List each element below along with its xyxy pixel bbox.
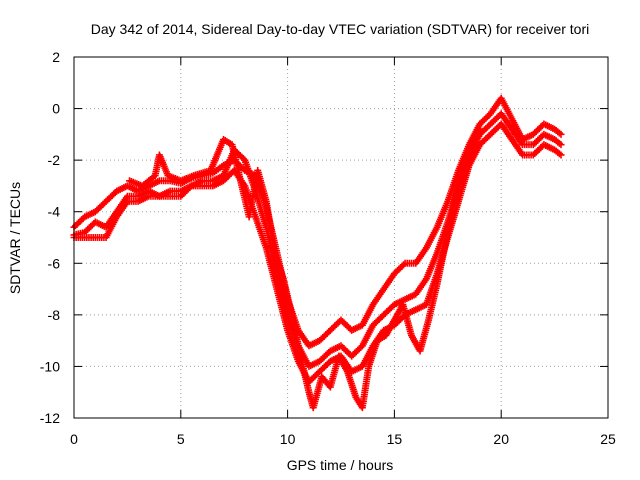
data-points (70, 94, 565, 412)
x-tick-label: 15 (387, 431, 403, 447)
data-point (557, 151, 565, 159)
data-point (186, 183, 194, 191)
series-3 (126, 125, 484, 412)
series-1 (70, 110, 565, 370)
y-tick-label: 2 (52, 49, 60, 65)
y-tick-label: -4 (48, 204, 61, 220)
data-point (239, 155, 247, 163)
y-tick-label: -12 (40, 410, 60, 426)
x-tick-label: 0 (70, 431, 78, 447)
data-point (476, 125, 484, 133)
y-tick-label: -8 (48, 307, 61, 323)
data-point (400, 261, 408, 269)
x-tick-label: 25 (600, 431, 616, 447)
data-point (557, 130, 565, 138)
plot-frame (73, 56, 609, 419)
y-tick-label: -2 (48, 152, 61, 168)
data-point (557, 141, 565, 149)
y-tick-label: -6 (48, 255, 61, 271)
x-tick-label: 5 (177, 431, 185, 447)
x-tick-label: 20 (493, 431, 509, 447)
y-axis-label: SDTVAR / TECUs (7, 182, 23, 294)
y-tick-label: -10 (40, 358, 60, 374)
y-tick-label: 0 (52, 101, 60, 117)
tick-labels: 0 5 10 15 20 25 -12 -10 -8 -6 -4 -2 0 2 (40, 49, 616, 447)
x-tick-label: 10 (280, 431, 296, 447)
x-axis-label: GPS time / hours (287, 457, 394, 473)
chart-title: Day 342 of 2014, Sidereal Day-to-day VTE… (91, 21, 590, 37)
axis-ticks (73, 56, 609, 419)
